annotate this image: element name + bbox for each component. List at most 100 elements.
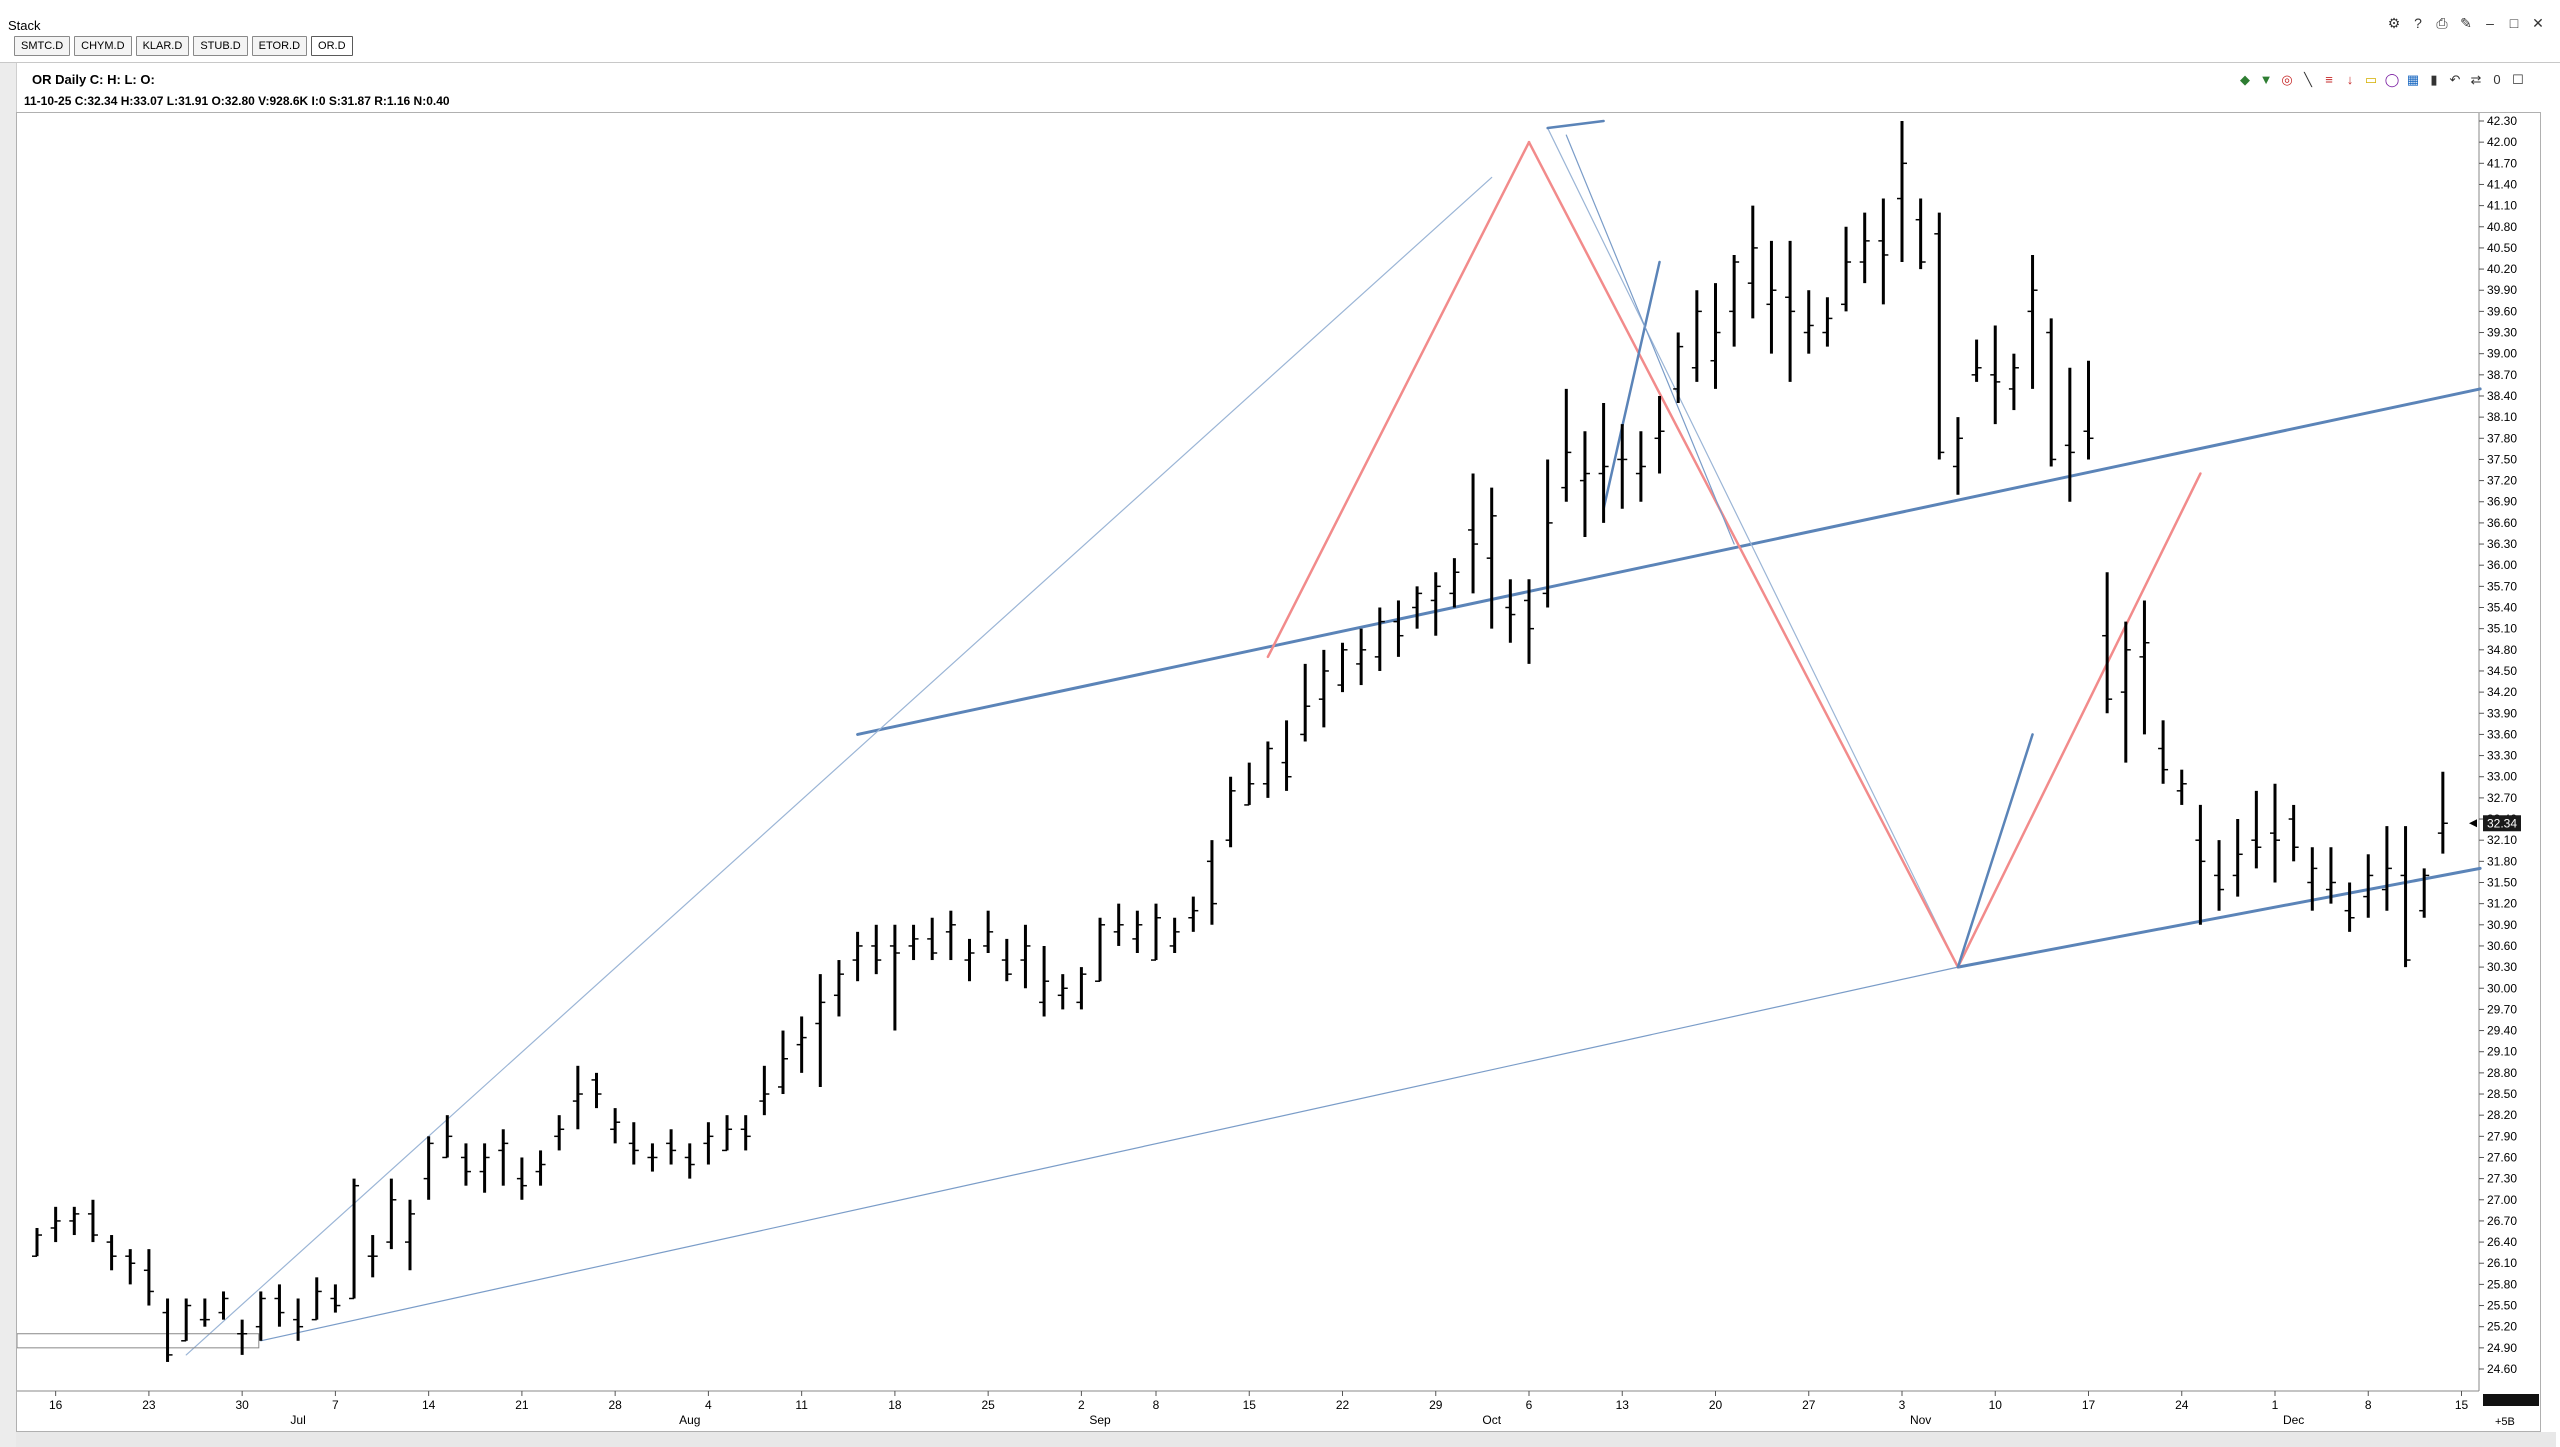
- x-tick-label: 22: [1336, 1398, 1350, 1412]
- undo-icon[interactable]: ↶: [2449, 72, 2461, 87]
- x-tick-label: 7: [332, 1398, 339, 1412]
- tab-or-d[interactable]: OR.D: [311, 36, 353, 56]
- x-tick-label: 8: [1153, 1398, 1160, 1412]
- timeframe-label: +5B: [2495, 1416, 2515, 1428]
- x-tick-label: 2: [1078, 1398, 1085, 1412]
- month-label: Sep: [1089, 1413, 1111, 1427]
- cycle-icon[interactable]: ⇄: [2470, 72, 2482, 87]
- fan-upper-thin-line: [185, 176, 1493, 1356]
- chart-area[interactable]: 24.60 24.90 25.20 25.50 25.80 26.10 26.40 26.70…: [16, 112, 2541, 1432]
- x-tick-label: 6: [1526, 1398, 1533, 1412]
- red-wave-down: [1527, 140, 1960, 969]
- arrow-down-icon[interactable]: ↓: [2346, 72, 2354, 87]
- y-tick-label: 35.70: [2487, 579, 2517, 593]
- y-tick-label: 33.60: [2487, 727, 2517, 741]
- y-tick-label: 33.30: [2487, 749, 2517, 763]
- chart-stats: 11-10-25 C:32.34 H:33.07 L:31.91 O:32.80…: [24, 94, 450, 108]
- last-price-arrow: [2469, 819, 2477, 828]
- y-tick-label: 40.80: [2487, 220, 2517, 234]
- fib-icon[interactable]: ≡: [2325, 72, 2333, 87]
- y-tick-label: 25.80: [2487, 1277, 2517, 1291]
- y-tick-label: 39.60: [2487, 304, 2517, 318]
- arrow-icon[interactable]: ▼: [2259, 72, 2273, 87]
- y-tick-label: 26.40: [2487, 1235, 2517, 1249]
- x-tick-label: 29: [1429, 1398, 1443, 1412]
- x-tick-label: 17: [2082, 1398, 2096, 1412]
- title-bar: Stack ⚙ ? ⎙ ✎ – □ ✕ SMTC.D CHYM.D KLAR.D ST…: [0, 0, 2560, 63]
- red-wave-projection: [1956, 472, 2202, 969]
- y-tick-label: 41.10: [2487, 199, 2517, 213]
- pin-icon[interactable]: ✎: [2460, 15, 2472, 31]
- month-label: Aug: [679, 1413, 700, 1427]
- x-tick-label: 20: [1709, 1398, 1723, 1412]
- checkbox-icon[interactable]: ☐: [2512, 72, 2524, 87]
- y-tick-label: 41.40: [2487, 177, 2517, 191]
- month-label: Nov: [1910, 1413, 1931, 1427]
- y-tick-label: 27.30: [2487, 1172, 2517, 1186]
- range-box: [17, 1333, 260, 1349]
- y-tick-label: 24.90: [2487, 1341, 2517, 1355]
- x-tick-label: 28: [608, 1398, 622, 1412]
- y-tick-label: 27.90: [2487, 1129, 2517, 1143]
- y-tick-label: 36.90: [2487, 495, 2517, 509]
- last-price-label: 32.34: [2487, 816, 2517, 830]
- y-tick-label: 28.80: [2487, 1066, 2517, 1080]
- maximize-icon[interactable]: □: [2509, 15, 2519, 31]
- y-tick-label: 24.60: [2487, 1362, 2517, 1376]
- x-tick-label: 3: [1899, 1398, 1906, 1412]
- tab-etor-d[interactable]: ETOR.D: [251, 36, 308, 56]
- scroll-thumb: [2483, 1394, 2539, 1406]
- y-tick-label: 38.10: [2487, 410, 2517, 424]
- x-tick-label: 11: [795, 1398, 808, 1412]
- print-icon[interactable]: ⎙: [2436, 15, 2448, 31]
- tab-smtc-d[interactable]: SMTC.D: [14, 36, 71, 56]
- y-tick-label: 35.40: [2487, 601, 2517, 615]
- y-tick-label: 35.10: [2487, 622, 2517, 636]
- y-tick-label: 30.90: [2487, 918, 2517, 932]
- y-tick-label: 36.30: [2487, 537, 2517, 551]
- x-tick-label: 15: [2455, 1398, 2469, 1412]
- y-tick-label: 29.10: [2487, 1045, 2517, 1059]
- y-tick-label: 34.20: [2487, 685, 2517, 699]
- window-controls: ⚙ ? ⎙ ✎ – □ ✕: [2386, 16, 2546, 30]
- y-tick-label: 42.30: [2487, 114, 2517, 128]
- ellipse-icon[interactable]: ◯: [2384, 72, 2400, 87]
- y-tick-label: 28.50: [2487, 1087, 2517, 1101]
- y-tick-label: 31.80: [2487, 854, 2517, 868]
- help-icon[interactable]: ?: [2414, 15, 2422, 31]
- y-tick-label: 38.70: [2487, 368, 2517, 382]
- tab-klar-d[interactable]: KLAR.D: [135, 36, 190, 56]
- circle-icon[interactable]: ◎: [2281, 72, 2293, 87]
- x-tick-label: 1: [2272, 1398, 2279, 1412]
- settings-icon[interactable]: ⚙: [2387, 15, 2401, 31]
- y-tick-label: 33.00: [2487, 770, 2517, 784]
- y-tick-label: 38.40: [2487, 389, 2517, 403]
- y-tick-label: 37.80: [2487, 431, 2517, 445]
- cursor-icon[interactable]: ◆: [2240, 72, 2250, 87]
- y-tick-label: 39.00: [2487, 347, 2517, 361]
- y-tick-label: 39.30: [2487, 326, 2517, 340]
- blue-swing-up-2: [1956, 733, 2034, 969]
- minimize-icon[interactable]: –: [2486, 15, 2494, 31]
- y-tick-label: 29.70: [2487, 1002, 2517, 1016]
- month-label: Jul: [290, 1413, 305, 1427]
- zero-icon[interactable]: 0: [2493, 72, 2501, 87]
- chart-title: OR Daily C: H: L: O:: [32, 72, 155, 87]
- rectangle-icon[interactable]: ▭: [2364, 72, 2378, 87]
- month-label: Dec: [2283, 1413, 2304, 1427]
- bottom-scroll-strip[interactable]: [16, 1432, 2556, 1447]
- y-tick-label: 30.00: [2487, 981, 2517, 995]
- x-tick-label: 4: [705, 1398, 712, 1412]
- trash-icon[interactable]: ▮: [2430, 72, 2438, 87]
- close-icon[interactable]: ✕: [2532, 15, 2544, 31]
- y-tick-label: 33.90: [2487, 706, 2517, 720]
- x-tick-label: 8: [2365, 1398, 2372, 1412]
- tab-stub-d[interactable]: STUB.D: [193, 36, 248, 56]
- x-tick-label: 16: [49, 1398, 63, 1412]
- line-icon[interactable]: ╲: [2304, 72, 2312, 87]
- grid-icon[interactable]: ▦: [2406, 72, 2420, 87]
- channel-lower-thin-line: [260, 966, 1959, 1342]
- price-chart[interactable]: 24.60 24.90 25.20 25.50 25.80 26.10 26.40 26.70…: [17, 113, 2540, 1431]
- tab-chym-d[interactable]: CHYM.D: [74, 36, 132, 56]
- x-tick-label: 14: [422, 1398, 436, 1412]
